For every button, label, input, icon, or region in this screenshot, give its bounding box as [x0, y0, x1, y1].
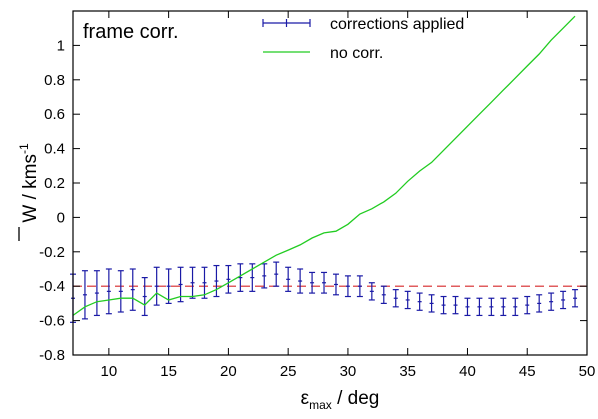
errorbar-point	[273, 261, 280, 287]
x-tick-label: 35	[399, 363, 416, 380]
errorbar-point	[285, 266, 292, 292]
errorbar-point	[452, 295, 459, 315]
errorbar-point	[404, 290, 411, 310]
y-tick-label: -0.2	[39, 244, 65, 261]
y-tick-label: -0.8	[39, 347, 65, 364]
errorbar-point	[81, 270, 88, 320]
errorbar-point	[560, 290, 567, 310]
x-tick-label: 45	[519, 363, 536, 380]
y-tick-label: 1	[57, 37, 65, 54]
errorbar-point	[500, 297, 507, 317]
x-tick-label: 20	[220, 363, 237, 380]
y-tick-label: 0	[57, 209, 65, 226]
legend-label-corrections-applied: corrections applied	[330, 16, 464, 33]
x-tick-label: 30	[340, 363, 357, 380]
y-axis-label-symbol: W	[20, 205, 41, 223]
errorbar-point	[368, 282, 375, 301]
y-axis-label-unit: / kms	[20, 154, 41, 205]
legend-label-no-corr: no corr.	[330, 45, 383, 62]
errorbar-point	[321, 271, 328, 294]
y-tick-label: -0.4	[39, 278, 65, 295]
errorbar-point	[464, 297, 471, 317]
y-tick-label: 0.2	[44, 175, 65, 192]
errorbar-point	[213, 264, 220, 298]
errorbar-point	[476, 297, 483, 317]
errorbar-point	[572, 289, 579, 308]
errorbar-point	[165, 268, 172, 304]
errorbar-point	[225, 264, 232, 294]
errorbar-point	[189, 266, 196, 299]
errorbar-point	[488, 297, 495, 317]
errorbar-point	[93, 270, 100, 317]
errorbar-point	[416, 292, 423, 311]
y-tick-label: 0.4	[44, 141, 65, 158]
errorbar-point	[536, 294, 543, 313]
legend-entry-no-corr: no corr.	[263, 45, 383, 62]
errorbar-point	[356, 275, 363, 298]
y-tick-label: 0.6	[44, 106, 65, 123]
x-axis-label-unit: / deg	[332, 388, 380, 409]
x-axis-label-subscript: max	[309, 398, 332, 412]
errorbar-point	[512, 297, 519, 317]
y-axis-label-superscript: -1	[17, 143, 31, 154]
series-layer	[70, 15, 579, 323]
errorbar-point	[141, 277, 148, 317]
errorbar-point	[297, 268, 304, 294]
errorbar-point	[380, 285, 387, 304]
y-tick-label: -0.6	[39, 313, 65, 330]
errorbar-point	[440, 295, 447, 315]
x-tick-label: 40	[459, 363, 476, 380]
errorbar-point	[344, 275, 351, 298]
x-axis-label-symbol: ε	[301, 388, 310, 409]
errorbar-point	[332, 273, 339, 296]
svg-text:W / kms-1: W / kms-1	[17, 143, 41, 223]
errorbar-point	[117, 270, 124, 313]
x-tick-label: 50	[579, 363, 596, 380]
panel-label: frame corr.	[83, 21, 179, 43]
errorbar-point	[129, 268, 136, 311]
y-axis-label: W / kms-1	[17, 143, 41, 241]
errorbar-point	[309, 271, 316, 294]
errorbar-point	[524, 295, 531, 315]
errorbar-point	[237, 263, 244, 292]
legend-entry-corrections-applied: corrections applied	[262, 16, 464, 33]
plot-frame	[72, 10, 588, 356]
x-axis-label: εmax / deg	[301, 388, 380, 412]
errorbar-point	[201, 266, 208, 299]
x-tick-label: 10	[101, 363, 118, 380]
y-tick-label: 0.8	[44, 72, 65, 89]
legend: corrections applied no corr.	[262, 16, 464, 62]
errorbar-point	[392, 289, 399, 308]
errorbar-point	[428, 294, 435, 313]
errorbar-point	[548, 292, 555, 311]
x-tick-label: 25	[280, 363, 297, 380]
x-tick-label: 15	[160, 363, 177, 380]
series-line-no-corr	[72, 15, 576, 316]
errorbar-point	[153, 266, 160, 306]
ticks-layer: 10 15 20 25 30 35 40 45 50 -0.8 -0.6 -0.4 -0.2 0 0.2 0.…	[39, 11, 595, 380]
errorbar-point	[105, 268, 112, 315]
